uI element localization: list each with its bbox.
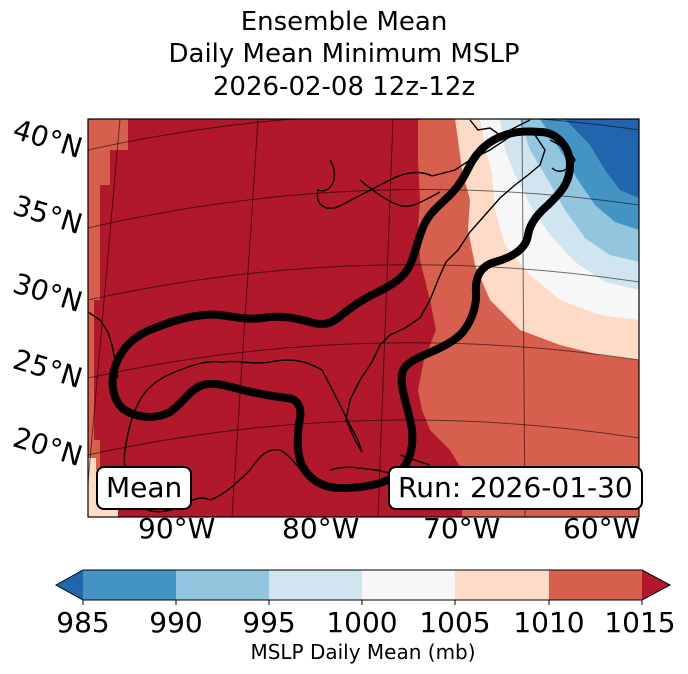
cb-tick-1005: 1005 (419, 606, 491, 639)
field-patch-north (88, 119, 128, 185)
run-date-box: Run: 2026-01-30 (388, 466, 643, 510)
cb-tick-1015: 1015 (604, 606, 676, 639)
mslp-contour (108, 127, 574, 492)
pressure-field (88, 119, 639, 517)
colorbar-extend-high (642, 570, 670, 600)
title-line-2: Daily Mean Minimum MSLP (168, 39, 520, 69)
colorbar-seg-1005-1010 (455, 570, 549, 600)
cb-tick-990: 990 (149, 606, 203, 639)
lon-label-60w: 60°W (563, 512, 641, 545)
lon-label-90w: 90°W (138, 512, 216, 545)
colorbar-seg-985-990 (83, 570, 176, 600)
colorbar-extend-low (56, 570, 83, 600)
field-band-1010-west (88, 119, 128, 517)
title-line-1: Ensemble Mean (240, 7, 448, 37)
map-frame (87, 118, 640, 518)
colorbar (54, 569, 672, 605)
cb-tick-985: 985 (56, 606, 110, 639)
colorbar-seg-995-1000 (269, 570, 362, 600)
colorbar-seg-1010-1015 (549, 570, 642, 600)
colorbar-seg-1000-1005 (362, 570, 455, 600)
mean-label-box: Mean (96, 466, 193, 510)
field-band-below-985 (565, 119, 639, 198)
cb-tick-1000: 1000 (326, 606, 398, 639)
colorbar-label: MSLP Daily Mean (mb) (250, 640, 476, 664)
lon-label-80w: 80°W (282, 512, 360, 545)
cb-tick-1010: 1010 (513, 606, 585, 639)
cb-tick-995: 995 (242, 606, 296, 639)
lon-label-70w: 70°W (423, 512, 501, 545)
title-line-3: 2026-02-08 12z-12z (212, 72, 476, 102)
colorbar-seg-990-995 (176, 570, 269, 600)
